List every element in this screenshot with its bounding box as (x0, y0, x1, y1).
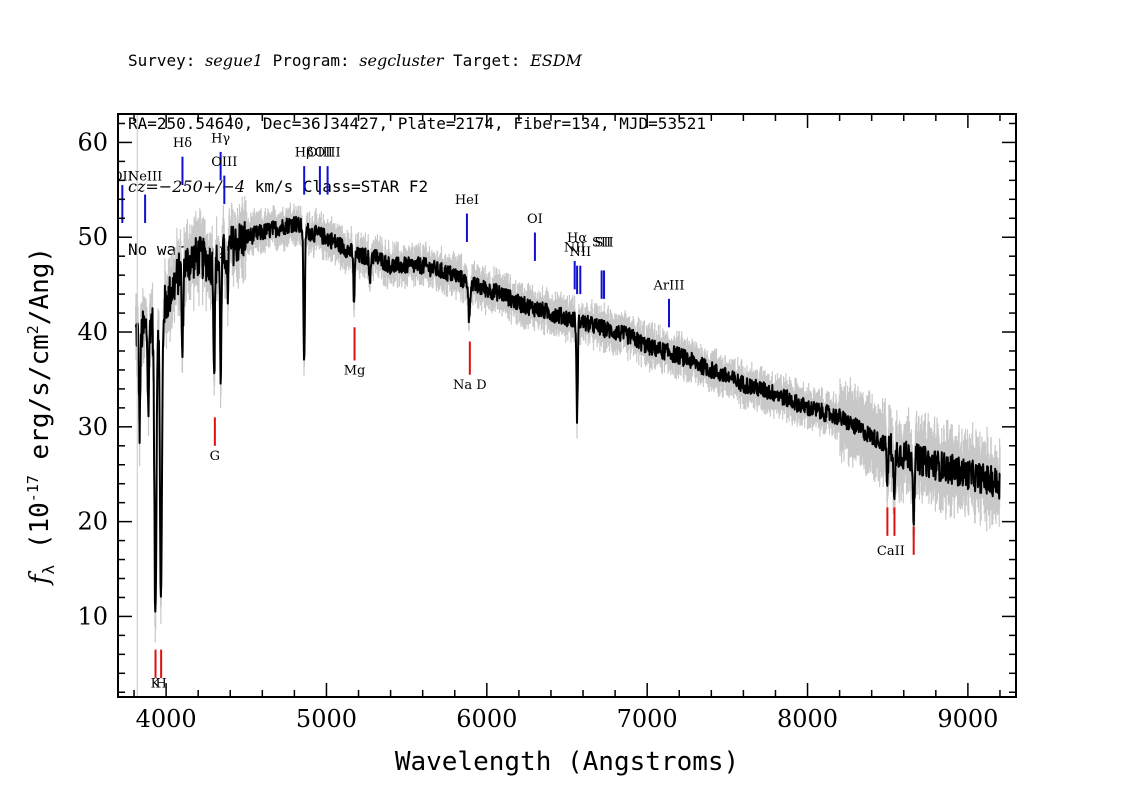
emission-line-label: OIII (211, 155, 237, 170)
header-line-2: RA=250.54640, Dec=36.34427, Plate=2174, … (128, 114, 706, 133)
program-value: segcluster (359, 51, 444, 70)
x-tick-label: 4000 (136, 705, 197, 733)
x-tick-label: 5000 (296, 705, 357, 733)
axis-tick-labels: 4000 5000 6000 7000 8000 9000 10 20 30 40 50 60 (77, 128, 998, 733)
emission-line-label: SII (592, 236, 611, 251)
emission-line-label: Hγ (211, 131, 230, 146)
emission-line-label: OIII (315, 146, 341, 161)
axis-ticks (118, 114, 1016, 697)
emission-line-label: Hα (567, 231, 587, 246)
absorption-line-label: H (155, 677, 166, 692)
ylabel-unit-a: (10 (25, 502, 55, 565)
ylabel-sq: 2 (24, 325, 42, 334)
absorption-line-label: CaII (877, 544, 905, 559)
y-axis-title: fλ (10-17 erg/s/cm2/Ang) (24, 247, 58, 586)
y-tick-label: 20 (77, 508, 108, 536)
y-tick-label: 30 (77, 413, 108, 441)
emission-line-label: Hβ (295, 146, 314, 161)
emission-line-label: Hδ (173, 136, 192, 151)
emission-line-label: NII (564, 240, 586, 255)
header-line-1: Survey: segue1 Program: segcluster Targe… (128, 50, 706, 71)
emission-line-label: NeIII (128, 169, 162, 184)
emission-line-label: ArIII (652, 278, 684, 293)
ylabel-unit-b: erg/s/cm (25, 334, 55, 475)
ylabel-lambda: λ (39, 564, 58, 574)
y-tick-label: 10 (77, 602, 108, 630)
spectrum-line (134, 215, 1001, 613)
ylabel-exp: -17 (24, 475, 42, 502)
emission-line-label: HeI (455, 193, 479, 208)
y-tick-label: 50 (77, 223, 108, 251)
absorption-line-label: G (210, 449, 220, 464)
program-label: Program: (272, 51, 350, 70)
survey-value: segue1 (205, 51, 263, 70)
plot-frame (117, 113, 1017, 698)
error-band (135, 196, 1001, 643)
absorption-line-label: Mg (344, 364, 366, 379)
emission-line-label: NII (569, 245, 591, 260)
x-tick-label: 6000 (456, 705, 517, 733)
absorption-line-label: Na D (453, 378, 487, 393)
emission-line-label: SII (594, 236, 613, 251)
x-tick-label: 9000 (937, 705, 998, 733)
cz-label: cz= (128, 177, 159, 196)
emission-line-label: OIII (307, 146, 333, 161)
ylabel-unit-c: /Ang) (25, 247, 55, 325)
emission-line-label: OI (527, 212, 543, 227)
y-tick-label: 40 (77, 318, 108, 346)
x-tick-label: 7000 (617, 705, 678, 733)
target-label: Target: (453, 51, 521, 70)
x-tick-label: 8000 (777, 705, 838, 733)
survey-label: Survey: (128, 51, 196, 70)
x-axis-title: Wavelength (Angstroms) (395, 747, 739, 777)
target-value: ESDM (530, 51, 582, 70)
absorption-line-label: K (151, 677, 161, 692)
y-tick-label: 60 (77, 128, 108, 156)
